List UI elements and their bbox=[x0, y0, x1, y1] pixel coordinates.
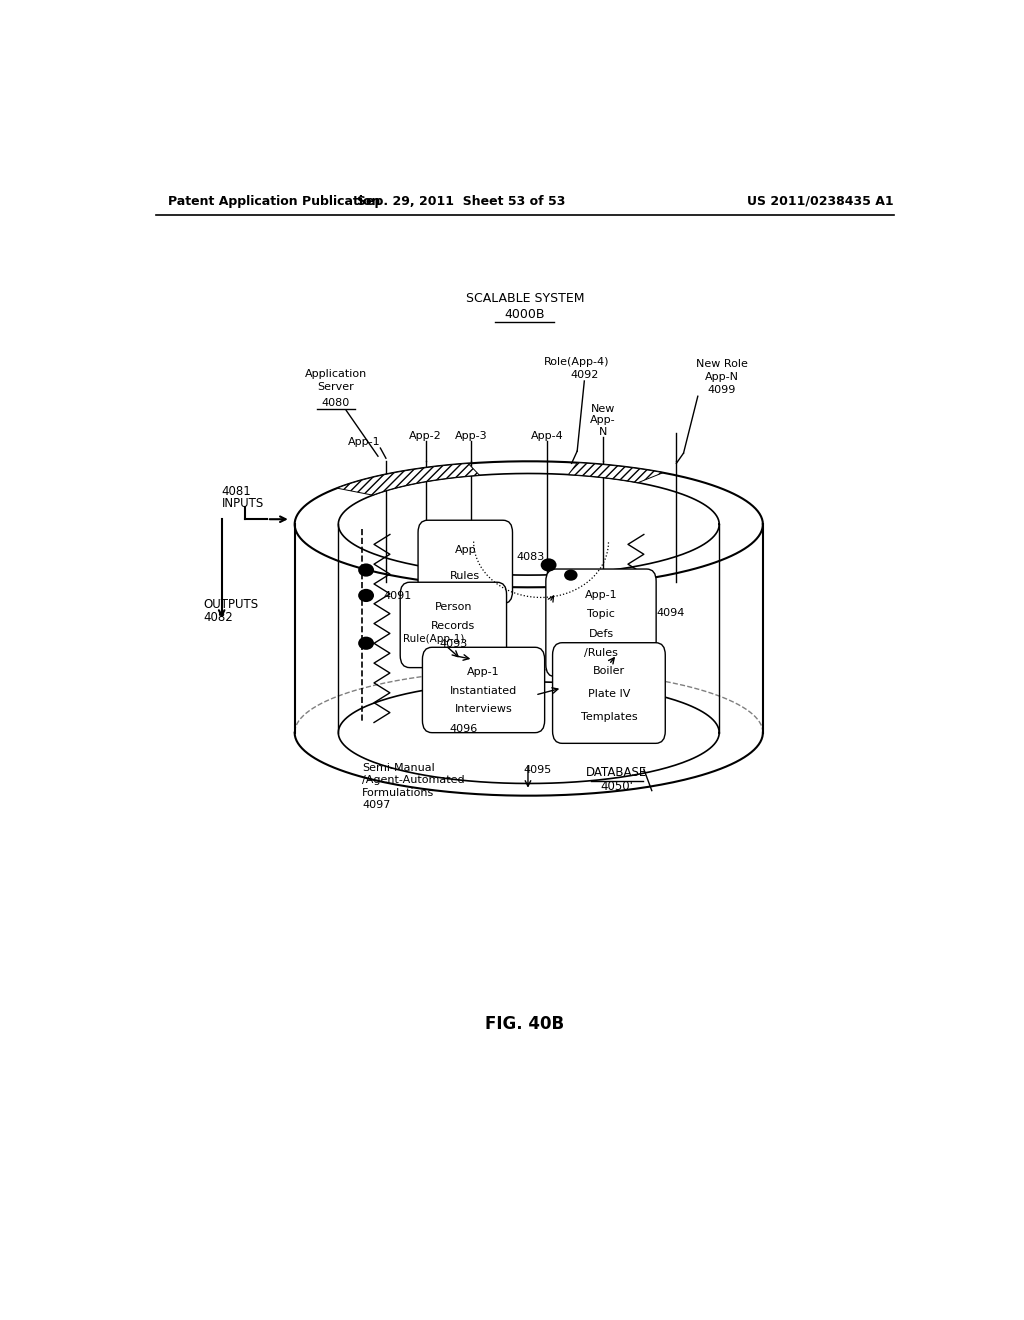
Bar bbox=[295, 524, 763, 733]
Text: 4094: 4094 bbox=[656, 607, 685, 618]
Text: App-N: App-N bbox=[705, 372, 738, 381]
FancyBboxPatch shape bbox=[423, 647, 545, 733]
Text: INPUTS: INPUTS bbox=[221, 498, 264, 511]
Text: App-3: App-3 bbox=[455, 430, 487, 441]
Text: Formulations: Formulations bbox=[362, 788, 434, 797]
Text: App-2: App-2 bbox=[410, 430, 442, 441]
FancyBboxPatch shape bbox=[400, 582, 507, 668]
Text: DATABASE: DATABASE bbox=[586, 766, 647, 779]
Text: Boiler: Boiler bbox=[593, 667, 625, 676]
Text: Defs: Defs bbox=[589, 628, 613, 639]
Text: Rules: Rules bbox=[451, 572, 480, 581]
Text: Semi-Manual: Semi-Manual bbox=[362, 763, 435, 774]
Text: 4099: 4099 bbox=[708, 385, 736, 395]
Ellipse shape bbox=[358, 636, 374, 649]
Text: App: App bbox=[455, 545, 476, 556]
Text: /Agent-Automated: /Agent-Automated bbox=[362, 775, 465, 785]
Text: App-1: App-1 bbox=[348, 437, 381, 447]
FancyBboxPatch shape bbox=[553, 643, 666, 743]
Text: App-1: App-1 bbox=[585, 590, 617, 599]
Text: App-4: App-4 bbox=[530, 430, 563, 441]
Text: Application: Application bbox=[305, 370, 367, 379]
Text: Records: Records bbox=[431, 620, 475, 631]
Polygon shape bbox=[568, 463, 664, 483]
Text: Instantiated: Instantiated bbox=[450, 686, 517, 696]
Text: 4081: 4081 bbox=[221, 486, 252, 498]
Text: 4093: 4093 bbox=[439, 639, 468, 649]
Text: Patent Application Publication: Patent Application Publication bbox=[168, 194, 380, 207]
Text: FIG. 40B: FIG. 40B bbox=[485, 1015, 564, 1034]
Text: 4092: 4092 bbox=[570, 370, 598, 380]
Text: 4050': 4050' bbox=[600, 780, 633, 793]
Text: Interviews: Interviews bbox=[455, 705, 512, 714]
Text: Rule(App-1): Rule(App-1) bbox=[402, 634, 464, 644]
Text: /Rules: /Rules bbox=[584, 648, 617, 657]
Ellipse shape bbox=[358, 564, 374, 577]
Text: 4095: 4095 bbox=[523, 766, 552, 775]
Text: Person: Person bbox=[434, 602, 472, 612]
Text: App-1: App-1 bbox=[467, 668, 500, 677]
Text: US 2011/0238435 A1: US 2011/0238435 A1 bbox=[748, 194, 894, 207]
Polygon shape bbox=[337, 463, 479, 495]
Text: Role(App-4): Role(App-4) bbox=[544, 356, 609, 367]
Text: Topic: Topic bbox=[587, 609, 615, 619]
Text: OUTPUTS: OUTPUTS bbox=[204, 598, 258, 611]
Text: Sep. 29, 2011  Sheet 53 of 53: Sep. 29, 2011 Sheet 53 of 53 bbox=[357, 194, 565, 207]
Text: 4096: 4096 bbox=[450, 723, 478, 734]
Text: 4082: 4082 bbox=[204, 611, 233, 624]
Text: New Role: New Role bbox=[695, 359, 748, 368]
Text: 4097: 4097 bbox=[362, 800, 390, 809]
FancyBboxPatch shape bbox=[418, 520, 512, 603]
Text: 4000B: 4000B bbox=[505, 309, 545, 322]
Ellipse shape bbox=[358, 589, 374, 602]
Text: 4083: 4083 bbox=[517, 552, 545, 562]
Text: SCALABLE SYSTEM: SCALABLE SYSTEM bbox=[466, 292, 584, 305]
Text: New
App-
N: New App- N bbox=[590, 404, 615, 437]
Text: Plate IV: Plate IV bbox=[588, 689, 630, 700]
FancyBboxPatch shape bbox=[546, 569, 656, 677]
Ellipse shape bbox=[564, 569, 578, 581]
Ellipse shape bbox=[541, 558, 557, 572]
Text: 4091: 4091 bbox=[384, 591, 412, 602]
Text: Templates: Templates bbox=[581, 713, 637, 722]
Text: Server: Server bbox=[317, 383, 354, 392]
Text: 4080: 4080 bbox=[322, 399, 350, 408]
